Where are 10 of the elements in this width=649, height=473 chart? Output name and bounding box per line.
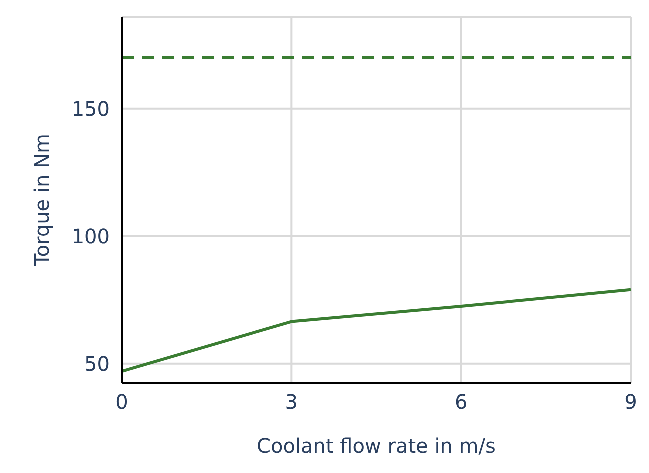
line-series — [122, 288, 631, 374]
x-tick-label: 9 — [624, 390, 638, 414]
x-tick-label: 6 — [454, 390, 468, 414]
y-tick-label: 150 — [72, 96, 110, 121]
x-axis-title: Coolant flow rate in m/s — [257, 434, 496, 458]
x-tick-label: 3 — [285, 390, 298, 414]
x-tick-label: 0 — [116, 390, 128, 414]
y-tick-label: 100 — [72, 224, 110, 248]
y-tick-label: 50 — [84, 352, 110, 376]
y-axis-title: Torque in Nm — [30, 134, 54, 267]
